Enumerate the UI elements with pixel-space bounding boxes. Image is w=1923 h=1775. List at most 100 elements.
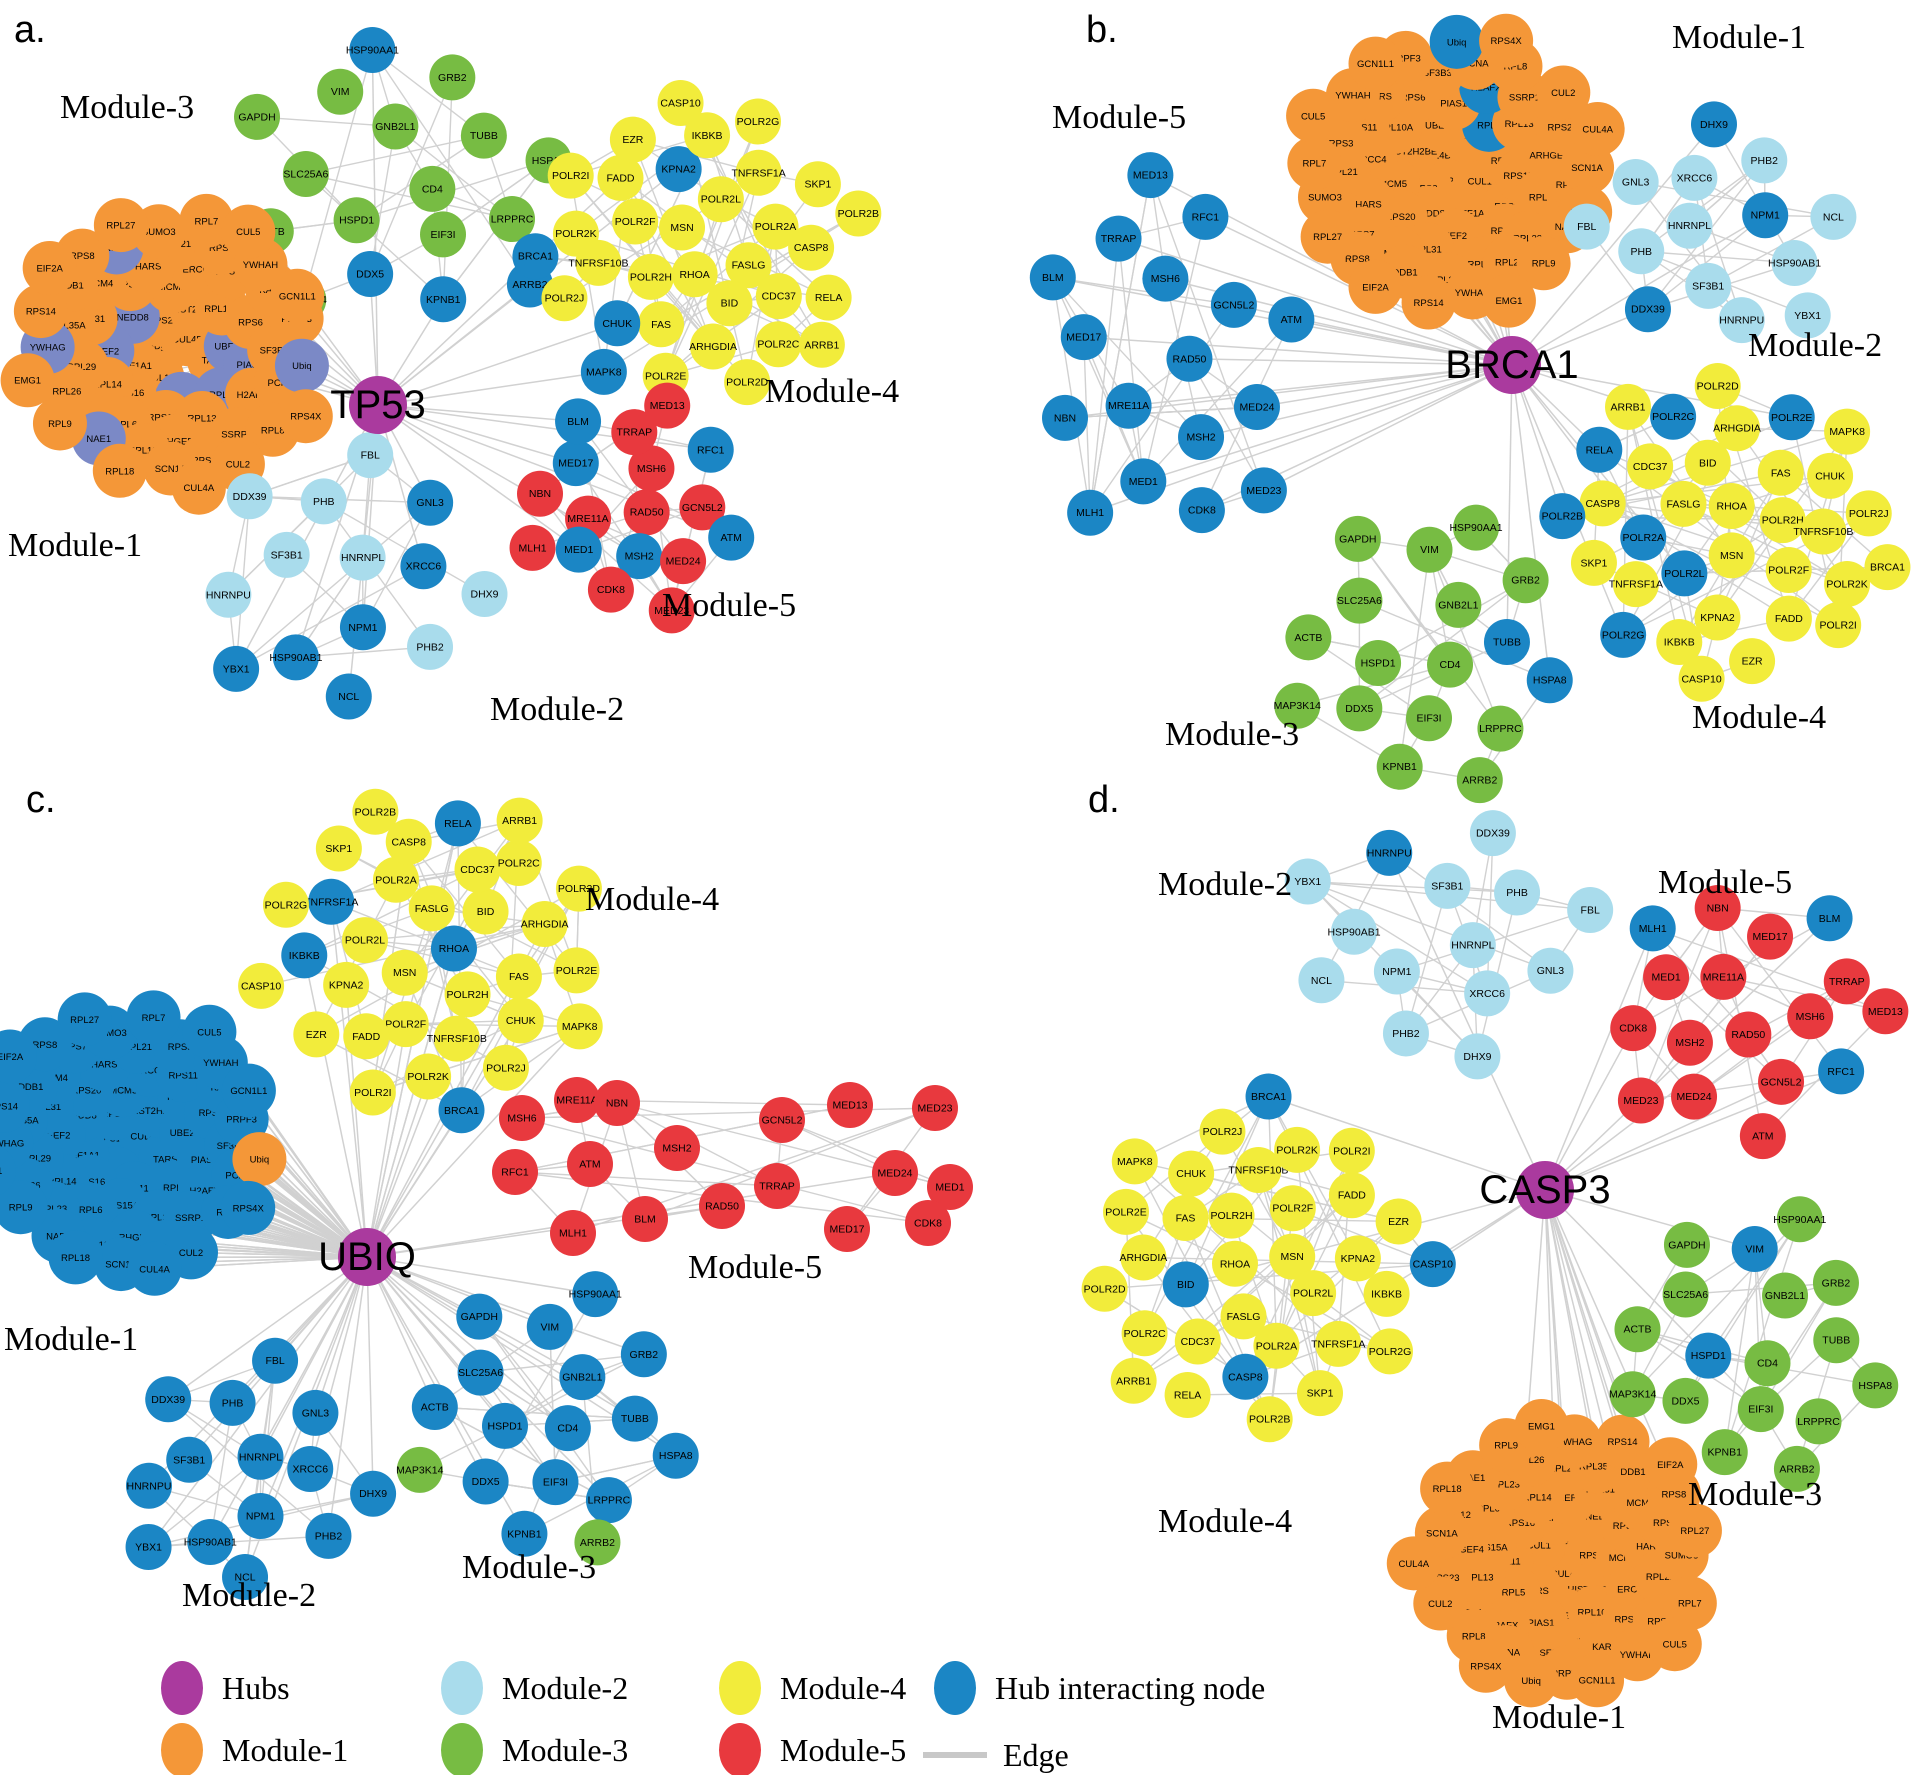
node-label-RELA: RELA [1586, 444, 1613, 456]
node-label-RELA: RELA [815, 292, 842, 304]
network-node-NCL [222, 1554, 269, 1601]
node-label-YBX1: YBX1 [135, 1541, 162, 1553]
network-node-MSN [381, 949, 428, 996]
network-node-XRCC6 [1671, 154, 1718, 201]
network-node-BID [462, 888, 509, 935]
network-node-ARHGDIA [1713, 405, 1760, 452]
network-node-GCN5L2 [1210, 281, 1257, 328]
network-node-KPNB1 [1701, 1429, 1748, 1476]
node-label-PIAS1: PIAS1 [237, 360, 264, 371]
node-label-CDK8: CDK8 [914, 1218, 942, 1230]
node-label-RPL13: RPL13 [1464, 1573, 1493, 1584]
module-caption: Module-2 [1748, 327, 1882, 364]
node-label-RPL14: RPL14 [48, 1176, 77, 1187]
network-node-MSH6 [628, 445, 675, 492]
node-label-GRB2: GRB2 [1822, 1277, 1851, 1289]
network-node-RPS14 [13, 284, 68, 339]
node-label-MSH2: MSH2 [1675, 1037, 1704, 1049]
network-node-HSPD1 [1355, 639, 1402, 686]
node-label-POLR2I: POLR2I [552, 170, 589, 182]
network-node-POLR2C [1121, 1310, 1168, 1357]
network-node-BLM [1029, 254, 1076, 301]
node-label-POLR2B: POLR2B [838, 208, 879, 220]
node-label-DDX5: DDX5 [1671, 1395, 1699, 1407]
node-label-NPM1: NPM1 [1382, 966, 1411, 978]
hub-label-BRCA1: BRCA1 [1445, 343, 1578, 387]
network-node-ARHGDIA [690, 323, 737, 370]
labels-layer: Module-3 Module-4 Module-1 Module-2 Module-5… [4, 9, 1882, 1775]
network-node-ARRB1 [1110, 1357, 1157, 1404]
node-label-POLR2H: POLR2H [1211, 1210, 1253, 1222]
node-label-RPS15A: RPS15A [1471, 1542, 1508, 1553]
node-label-CDC37: CDC37 [762, 291, 797, 303]
node-label-POLR2B: POLR2B [355, 806, 396, 818]
node-label-RPS14: RPS14 [26, 307, 56, 318]
node-label-SUMO3: SUMO3 [142, 227, 176, 238]
network-node-Ubiq [274, 338, 329, 393]
network-node-POLR2J [1199, 1108, 1246, 1155]
edge [480, 1353, 644, 1374]
node-label-RPL14: RPL14 [1523, 1492, 1552, 1503]
network-node-TNFRSF1A [308, 878, 355, 925]
node-label-EIF3I: EIF3I [1416, 713, 1441, 725]
network-node-POLR2J [1845, 490, 1892, 537]
node-label-EEF2: EEF2 [95, 346, 119, 357]
node-label-RPL35A: RPL35A [1579, 1462, 1615, 1473]
node-label-ATM: ATM [721, 532, 742, 544]
node-label-DDB1: DDB1 [1392, 267, 1417, 278]
node-label-SSRP1: SSRP1 [221, 430, 252, 441]
network-node-MRE11A [1700, 953, 1747, 1000]
node-label-HSPD1: HSPD1 [339, 215, 374, 227]
network-node-CASP8 [1579, 480, 1626, 527]
network-node-MED23 [1617, 1077, 1664, 1124]
edge [434, 1406, 610, 1501]
network-node-ATM [1739, 1113, 1786, 1160]
network-node-DHX9 [461, 570, 508, 617]
node-label-POLR2D: POLR2D [1697, 381, 1739, 393]
node-label-POLR2K: POLR2K [555, 228, 596, 240]
node-label-ARRB2: ARRB2 [512, 279, 547, 291]
network-node-EZR [293, 1011, 340, 1058]
node-label-CD4: CD4 [1440, 659, 1461, 671]
hub-edge [366, 888, 580, 1258]
node-label-FBL: FBL [265, 1355, 284, 1367]
network-node-ATM [708, 514, 755, 561]
node-label-MED13: MED13 [832, 1100, 867, 1112]
node-label-POLR2L: POLR2L [1293, 1288, 1333, 1300]
network-node-TNFRSF10B [1235, 1147, 1282, 1194]
network-node-RPS14 [0, 1078, 30, 1133]
node-label-FBL: FBL [361, 450, 380, 462]
node-label-CUL2: CUL2 [1428, 1599, 1452, 1610]
node-label-MED13: MED13 [650, 400, 685, 412]
node-label-HSPA8: HSPA8 [1533, 675, 1567, 687]
module-caption: Module-4 [765, 373, 899, 410]
node-label-POLR2C: POLR2C [1124, 1328, 1166, 1340]
network-node-GNL3 [292, 1389, 339, 1436]
edge [148, 1456, 261, 1548]
node-label-POLR2G: POLR2G [265, 899, 308, 911]
edge [1083, 337, 1091, 513]
edge [1149, 174, 1265, 491]
node-label-HIST2H2BE: HIST2H2BE [129, 1106, 181, 1117]
network-node-POLR2F [382, 1001, 429, 1048]
node-label-GAPDH: GAPDH [461, 1311, 498, 1323]
node-label-RPL14: RPL14 [93, 380, 122, 391]
network-node-DDX5 [1662, 1377, 1709, 1424]
network-node-POLR2I [547, 152, 594, 199]
node-label-MED24: MED24 [877, 1168, 912, 1180]
node-label-DHX9: DHX9 [359, 1488, 387, 1500]
node-label-DHX9: DHX9 [1700, 119, 1728, 131]
node-label-MCM5: MCM5 [1609, 1553, 1637, 1564]
edge [1652, 927, 1749, 1035]
panel-letter-a: a. [14, 9, 46, 51]
network-node-HNRNPL [237, 1433, 284, 1480]
network-node-IKBKB [684, 112, 731, 159]
node-label-RPL5: RPL5 [209, 390, 233, 401]
network-node-BLM [555, 398, 602, 445]
edge [369, 77, 453, 275]
node-label-FASLG: FASLG [415, 903, 449, 915]
node-label-KPNA2: KPNA2 [1341, 1253, 1376, 1265]
network-node-MLH1 [1629, 905, 1676, 952]
node-label-SF3B1: SF3B1 [1692, 280, 1724, 292]
node-label-HSPD1: HSPD1 [487, 1420, 522, 1432]
